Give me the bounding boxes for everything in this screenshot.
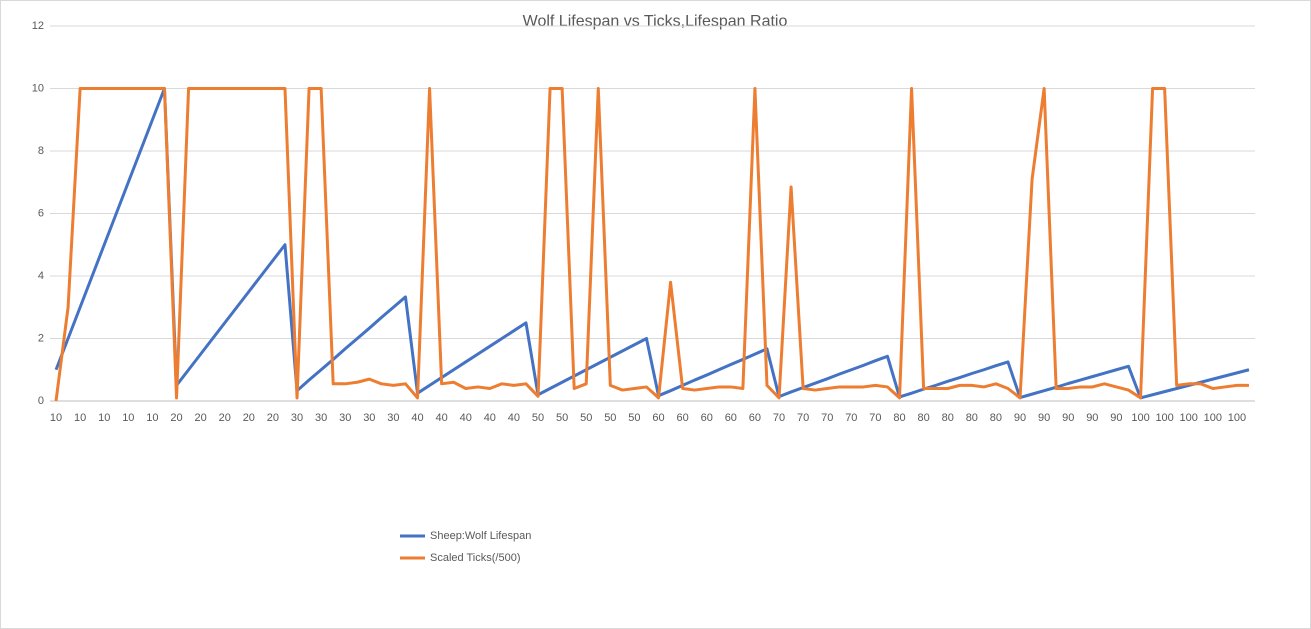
x-tick-label: 60: [749, 412, 761, 424]
x-tick-label: 10: [74, 412, 86, 424]
x-tick-label: 100: [1180, 412, 1198, 424]
x-tick-label: 30: [291, 412, 303, 424]
x-tick-label: 90: [1110, 412, 1122, 424]
x-tick-label: 60: [677, 412, 689, 424]
x-tick-label: 40: [411, 412, 423, 424]
x-tick-label: 70: [845, 412, 857, 424]
x-tick-label: 70: [821, 412, 833, 424]
x-tick-label: 30: [339, 412, 351, 424]
x-tick-label: 20: [195, 412, 207, 424]
x-tick-label: 80: [893, 412, 905, 424]
x-tick-label: 70: [773, 412, 785, 424]
legend-label: Sheep:Wolf Lifespan: [430, 530, 531, 542]
x-tick-label: 90: [1062, 412, 1074, 424]
series-line: [54, 87, 1249, 402]
x-tick-label: 100: [1155, 412, 1173, 424]
x-tick-label: 10: [146, 412, 158, 424]
x-tick-label: 60: [701, 412, 713, 424]
y-tick-label: 2: [38, 332, 44, 344]
x-tick-label: 40: [460, 412, 472, 424]
x-tick-label: 10: [122, 412, 134, 424]
y-tick-label: 6: [38, 207, 44, 219]
x-tick-label: 50: [556, 412, 568, 424]
chart-title: Wolf Lifespan vs Ticks,Lifespan Ratio: [523, 13, 788, 30]
x-tick-label: 30: [363, 412, 375, 424]
x-tick-label: 20: [219, 412, 231, 424]
x-tick-label: 50: [628, 412, 640, 424]
x-tick-label: 100: [1131, 412, 1149, 424]
x-tick-label: 50: [532, 412, 544, 424]
legend-label: Scaled Ticks(/500): [430, 552, 520, 564]
x-tick-label: 80: [918, 412, 930, 424]
x-tick-label: 60: [652, 412, 664, 424]
x-tick-label: 50: [604, 412, 616, 424]
x-tick-label: 10: [98, 412, 110, 424]
y-tick-label: 10: [32, 82, 44, 94]
x-tick-label: 70: [797, 412, 809, 424]
x-tick-label: 20: [243, 412, 255, 424]
y-tick-label: 4: [38, 270, 44, 282]
y-tick-label: 0: [38, 395, 44, 407]
x-tick-label: 90: [1038, 412, 1050, 424]
series-line: [54, 87, 1250, 400]
x-tick-label: 80: [966, 412, 978, 424]
x-tick-label: 40: [436, 412, 448, 424]
x-tick-label: 90: [1014, 412, 1026, 424]
x-tick-label: 60: [725, 412, 737, 424]
x-tick-label: 10: [50, 412, 62, 424]
x-tick-label: 80: [990, 412, 1002, 424]
x-tick-label: 50: [580, 412, 592, 424]
x-tick-label: 30: [387, 412, 399, 424]
x-tick-label: 20: [170, 412, 182, 424]
x-tick-label: 90: [1086, 412, 1098, 424]
x-tick-label: 80: [942, 412, 954, 424]
y-tick-label: 12: [32, 20, 44, 32]
x-tick-label: 40: [484, 412, 496, 424]
x-tick-label: 100: [1204, 412, 1222, 424]
x-tick-label: 20: [267, 412, 279, 424]
x-tick-label: 100: [1228, 412, 1246, 424]
x-tick-label: 40: [508, 412, 520, 424]
x-tick-label: 70: [869, 412, 881, 424]
x-tick-label: 30: [315, 412, 327, 424]
y-tick-label: 8: [38, 145, 44, 157]
